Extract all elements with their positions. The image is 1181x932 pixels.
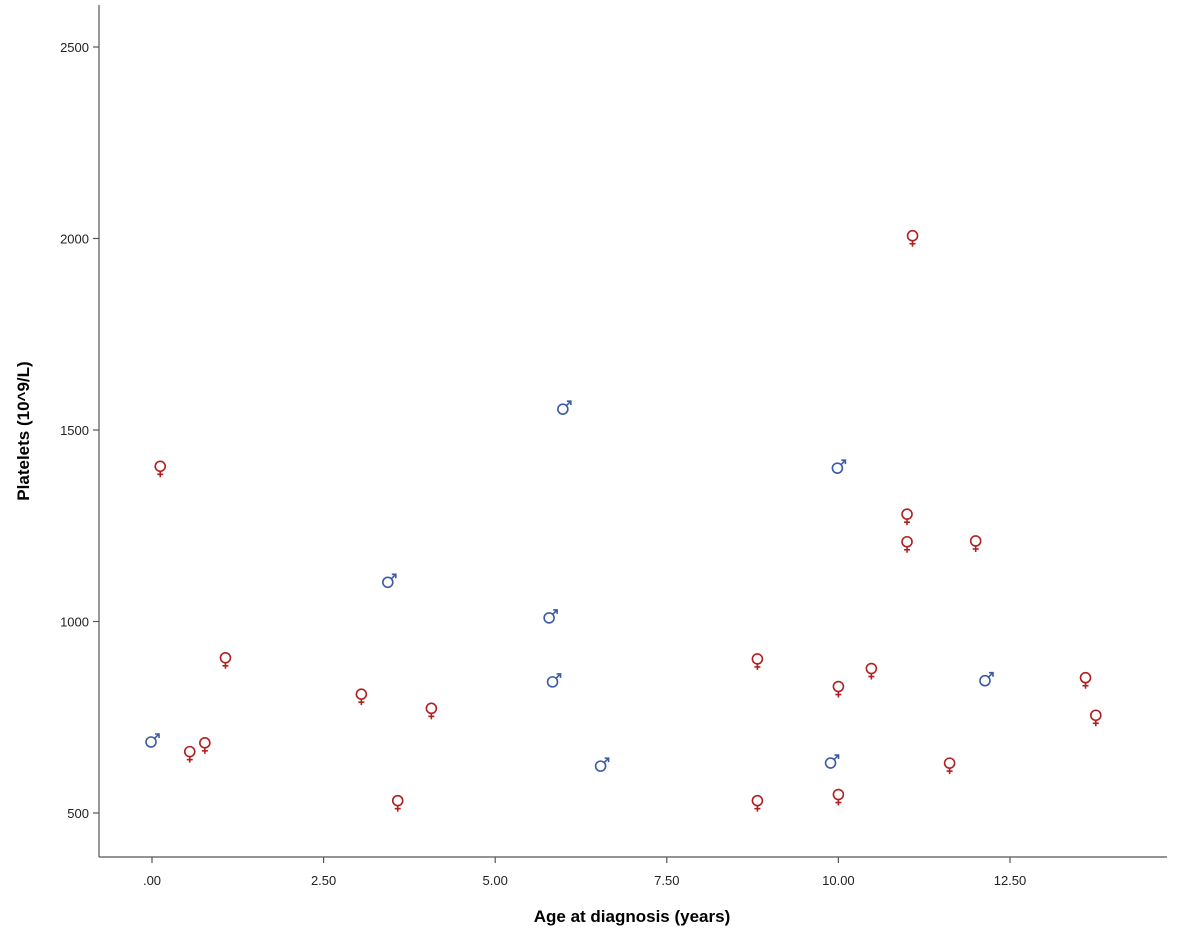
x-axis-title: Age at diagnosis (years) (534, 907, 731, 926)
axes (98, 5, 1167, 858)
female-point (969, 535, 982, 552)
male-point (546, 673, 562, 688)
y-axis-title: Platelets (10^9/L) (14, 361, 33, 500)
female-point (832, 680, 845, 698)
female-point (1090, 709, 1102, 727)
female-point (425, 702, 438, 720)
female-point (355, 688, 368, 706)
female-point (154, 460, 167, 478)
female-point (751, 794, 764, 812)
male-point (145, 733, 160, 748)
female-point (1079, 671, 1092, 689)
female-point (906, 229, 919, 247)
y-tick-label: 2000 (60, 232, 89, 247)
male-point (824, 754, 840, 769)
female-point (901, 535, 913, 553)
female-point (183, 745, 196, 763)
y-tick-label: 1000 (60, 615, 89, 630)
female-point (901, 508, 913, 526)
male-point (831, 459, 847, 474)
y-tick-label: 2500 (60, 40, 89, 55)
male-point (979, 671, 994, 687)
female-point (943, 757, 956, 775)
male-point (543, 609, 558, 624)
x-tick-label: 5.00 (483, 873, 508, 888)
female-point (751, 653, 764, 670)
female-point (219, 651, 232, 669)
female-point (391, 794, 404, 812)
male-point (594, 757, 610, 772)
female-point (865, 662, 878, 680)
male-point (557, 400, 572, 415)
data-points (145, 229, 1102, 812)
x-ticks: .00 2.50 5.00 7.50 10.00 12.50 (143, 857, 1026, 888)
x-tick-label: .00 (143, 873, 161, 888)
x-tick-label: 7.50 (654, 873, 679, 888)
female-point (199, 737, 211, 754)
y-ticks: 500 1000 1500 2000 2500 (60, 40, 99, 821)
x-tick-label: 2.50 (311, 873, 336, 888)
x-tick-label: 12.50 (994, 873, 1027, 888)
female-point (832, 788, 845, 806)
x-tick-label: 10.00 (822, 873, 855, 888)
y-tick-label: 1500 (60, 423, 89, 438)
y-tick-label: 500 (67, 806, 89, 821)
male-point (382, 573, 397, 589)
